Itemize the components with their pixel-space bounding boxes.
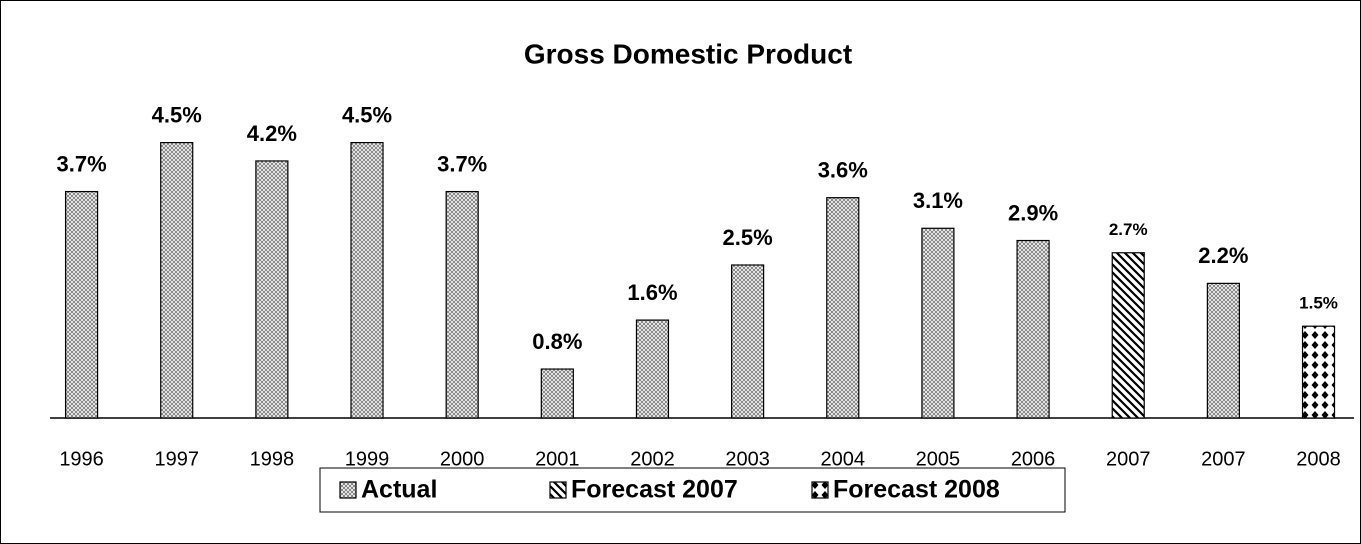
x-tick-label: 1999 [345,448,390,470]
data-label: 2.2% [1198,243,1248,268]
x-tick-label: 2003 [725,448,770,470]
x-tick-label: 2007 [1106,448,1151,470]
x-tick-label: 2002 [630,448,675,470]
x-tick-label: 1998 [250,448,295,470]
legend-label: Forecast 2008 [833,476,1000,504]
legend-swatch [339,481,357,499]
bar [1016,239,1050,419]
x-tick-label: 2006 [1011,448,1056,470]
data-label: 4.5% [152,102,202,127]
legend-box [319,467,1066,513]
data-label: 4.5% [342,102,392,127]
data-label: 4.2% [247,121,297,146]
bar [635,319,670,419]
bar [350,142,384,419]
bar [1111,252,1145,419]
data-label: 3.6% [818,157,868,182]
data-label: 3.1% [913,188,963,213]
legend-swatch [811,481,829,499]
x-tick-label: 1996 [59,448,104,470]
bar [255,160,289,419]
chart-title: Gross Domestic Product [524,38,852,69]
bar [445,190,479,419]
data-label: 3.7% [56,151,106,176]
bar [64,190,99,419]
x-tick-label: 2001 [535,448,580,470]
bar [1206,282,1240,419]
bar [160,142,194,419]
data-label: 2.9% [1008,200,1058,225]
bar [540,368,574,419]
x-tick-label: 2008 [1296,448,1341,470]
bar [1301,325,1336,419]
data-label: 2.5% [723,225,773,250]
bar [826,197,860,419]
legend-label: Forecast 2007 [571,476,738,504]
x-tick-label: 2007 [1201,448,1246,470]
x-tick-label: 2000 [440,448,485,470]
x-tick-label: 2005 [916,448,961,470]
legend-swatch [549,481,567,499]
data-label: 1.6% [627,280,677,305]
legend-label: Actual [361,476,437,504]
data-label: 2.7% [1109,220,1148,239]
data-label: 0.8% [532,329,582,354]
x-tick-label: 2004 [821,448,866,470]
bar [921,227,955,419]
data-label: 1.5% [1299,294,1338,313]
bar [731,264,765,419]
data-label: 3.7% [437,151,487,176]
x-tick-label: 1997 [154,448,199,470]
